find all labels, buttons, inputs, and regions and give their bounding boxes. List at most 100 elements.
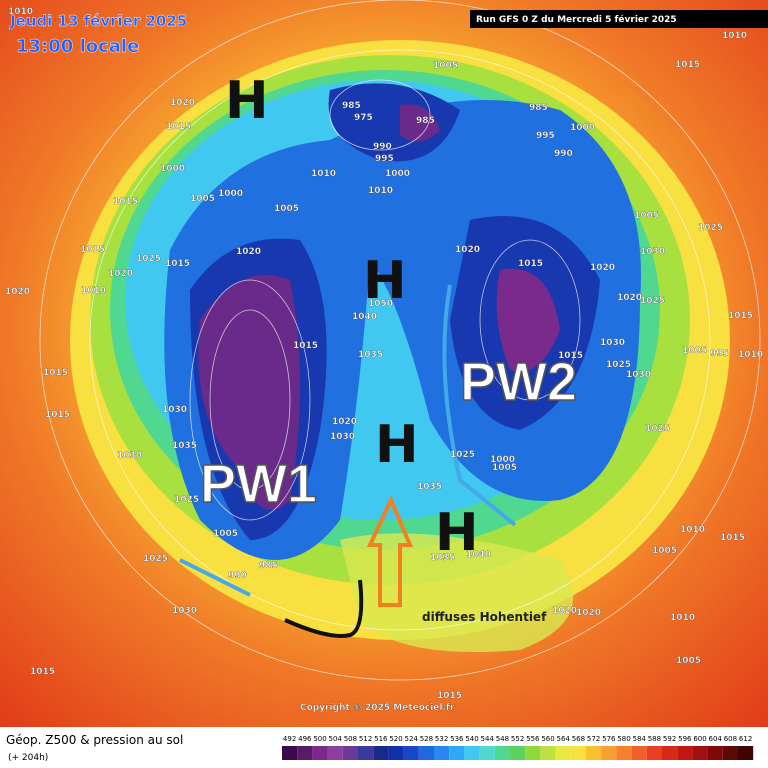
colorbar-tick-label: 524 [405,735,419,743]
colorbar-tick-label: 520 [389,735,402,743]
colorbar-tick-label: 552 [511,735,524,743]
colorbar: 492 496 500 504 508 512 516 520 524 528 532 536 540 5… [282,735,754,760]
colorbar-swatch [646,746,662,760]
colorbar-tick-label: 512 [359,735,372,743]
isobar-label: 1025 [606,360,631,370]
isobar-label: 1015 [45,410,70,420]
colorbar-swatch [327,746,343,760]
colorbar-swatch [373,746,389,760]
colorbar-swatch [297,746,313,760]
colorbar-swatch [616,746,632,760]
isobar-label: 1010 [680,525,705,535]
isobar-label: 1010 [368,186,393,196]
colorbar-tick-label: 516 [374,735,388,743]
isobar-label: 995 [375,154,394,164]
isobar-label: 1020 [332,417,357,427]
isobar-label: 985 [342,101,361,111]
high-label: H [435,503,479,563]
colorbar-tick-label: 600 [693,735,706,743]
colorbar-swatch [282,746,298,760]
isobar-label: 1040 [352,312,377,322]
isobar-label: 1015 [675,60,700,70]
isobar-label: 1020 [170,98,195,108]
colorbar-tick-label: 560 [541,735,554,743]
isobar-label: 1010 [81,286,106,296]
footer-subtitle: (+ 204h) [8,753,48,763]
colorbar-tick-label: 492 [283,735,296,743]
colorbar-swatch [403,746,419,760]
colorbar-tick-label: 604 [709,735,723,743]
isobar-label: 1015 [113,197,138,207]
isobar-label: 1005 [676,656,701,666]
colorbar-swatch [722,746,738,760]
isobar-label: 1005 [190,194,215,204]
isobar-label: 1015 [80,245,105,255]
isobar-label: 1040 [466,550,491,560]
run-info: Run GFS 0 Z du Mercredi 5 février 2025 [476,14,677,25]
colorbar-swatch [555,746,571,760]
high-label: H [375,415,419,475]
isobar-label: 1005 [652,546,677,556]
colorbar-swatch [494,746,510,760]
polar-vortex-label: PW1 [200,454,317,514]
isobar-label: 1030 [640,247,665,257]
colorbar-swatch [692,746,708,760]
colorbar-swatch [342,746,358,760]
isobar-label: 1025 [645,424,670,434]
isobar-label: 1015 [558,351,583,361]
isobar-label: 1015 [30,667,55,677]
colorbar-swatch [677,746,693,760]
isobar-label: 1020 [5,287,30,297]
map [0,0,768,727]
isobar-label: 990 [554,149,573,159]
isobar-label: 1035 [417,482,442,492]
isobar-label: 1005 [634,211,659,221]
colorbar-tick-label: 528 [420,735,433,743]
colorbar-swatch [449,746,465,760]
isobar-label: 990 [228,571,247,581]
colorbar-swatch [464,746,480,760]
colorbar-swatch [707,746,723,760]
forecast-time: 13:00 locale [16,36,139,57]
colorbar-swatch [540,746,556,760]
colorbar-swatch [312,746,328,760]
isobar-label: 1030 [162,405,187,415]
isobar-label: 1015 [166,122,191,132]
isobar-label: 1000 [160,164,185,174]
colorbar-swatch [388,746,404,760]
colorbar-tick-label: 536 [450,735,464,743]
colorbar-tick-label: 504 [329,735,343,743]
isobar-label: 1035 [430,553,455,563]
isobar-label: 1005 [492,463,517,473]
colorbar-tick-label: 564 [557,735,571,743]
isobar-label: 1005 [274,204,299,214]
isobar-label: 995 [536,131,555,141]
isobar-label: 1025 [698,223,723,233]
footer-title: Géop. Z500 & pression au sol [6,733,183,747]
colorbar-tick-label: 568 [572,735,585,743]
colorbar-tick-label: 576 [602,735,616,743]
colorbar-tick-label: 496 [298,735,312,743]
isobar-label: 1020 [617,293,642,303]
isobar-label: 1020 [455,245,480,255]
isobar-label: 1035 [358,350,383,360]
colorbar-tick-label: 544 [481,735,495,743]
colorbar-swatch [479,746,495,760]
isobar-label: 1015 [437,691,462,701]
colorbar-tick-label: 508 [344,735,357,743]
colorbar-swatch [570,746,586,760]
high-label: H [363,251,407,311]
isobar-label: 985 [416,116,435,126]
colorbar-tick-label: 608 [724,735,737,743]
annotation-note: diffuses Hohentief [422,610,547,624]
colorbar-tick-label: 572 [587,735,600,743]
colorbar-swatch [601,746,617,760]
isobar-label: 1030 [600,338,625,348]
isobar-label: 1030 [330,432,355,442]
colorbar-tick-label: 500 [313,735,326,743]
isobar-label: 1015 [728,311,753,321]
isobar-label: 1015 [165,259,190,269]
isobar-label: 1020 [236,247,261,257]
